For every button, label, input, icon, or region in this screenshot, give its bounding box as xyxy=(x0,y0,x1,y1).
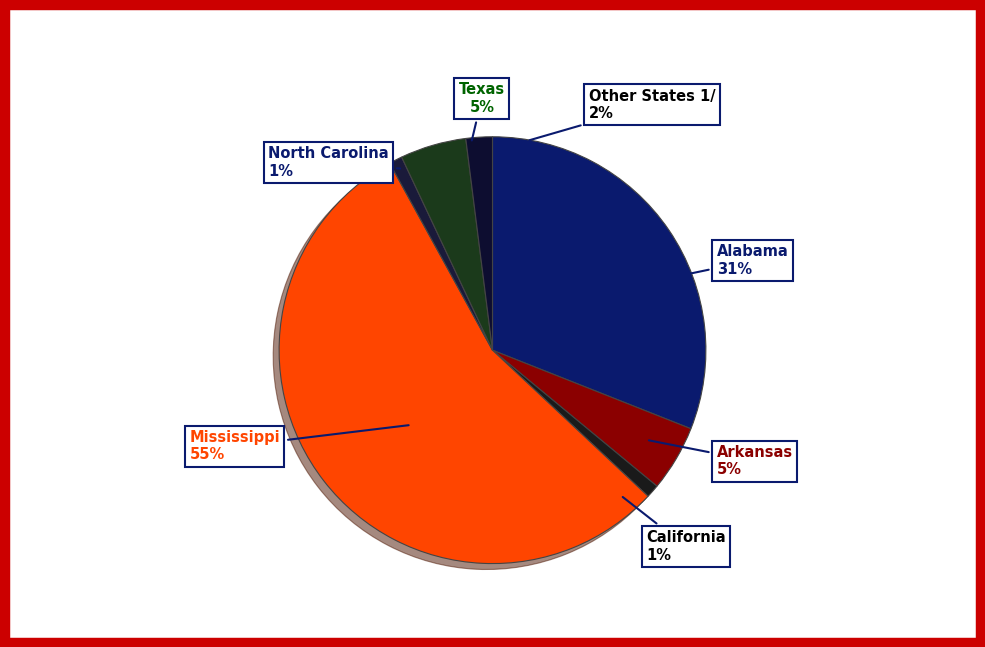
Wedge shape xyxy=(390,157,492,350)
Wedge shape xyxy=(279,163,648,564)
Text: North Carolina
1%: North Carolina 1% xyxy=(269,146,400,179)
Wedge shape xyxy=(492,350,657,496)
Wedge shape xyxy=(402,138,492,350)
Text: Mississippi
55%: Mississippi 55% xyxy=(189,425,409,463)
Text: Other States 1/
2%: Other States 1/ 2% xyxy=(529,89,715,140)
Wedge shape xyxy=(466,137,492,350)
Text: Alabama
31%: Alabama 31% xyxy=(613,245,788,290)
Text: Texas
5%: Texas 5% xyxy=(459,82,505,140)
Wedge shape xyxy=(492,350,690,486)
Text: California
1%: California 1% xyxy=(623,497,726,563)
Text: Arkansas
5%: Arkansas 5% xyxy=(649,441,793,477)
Wedge shape xyxy=(492,137,706,429)
